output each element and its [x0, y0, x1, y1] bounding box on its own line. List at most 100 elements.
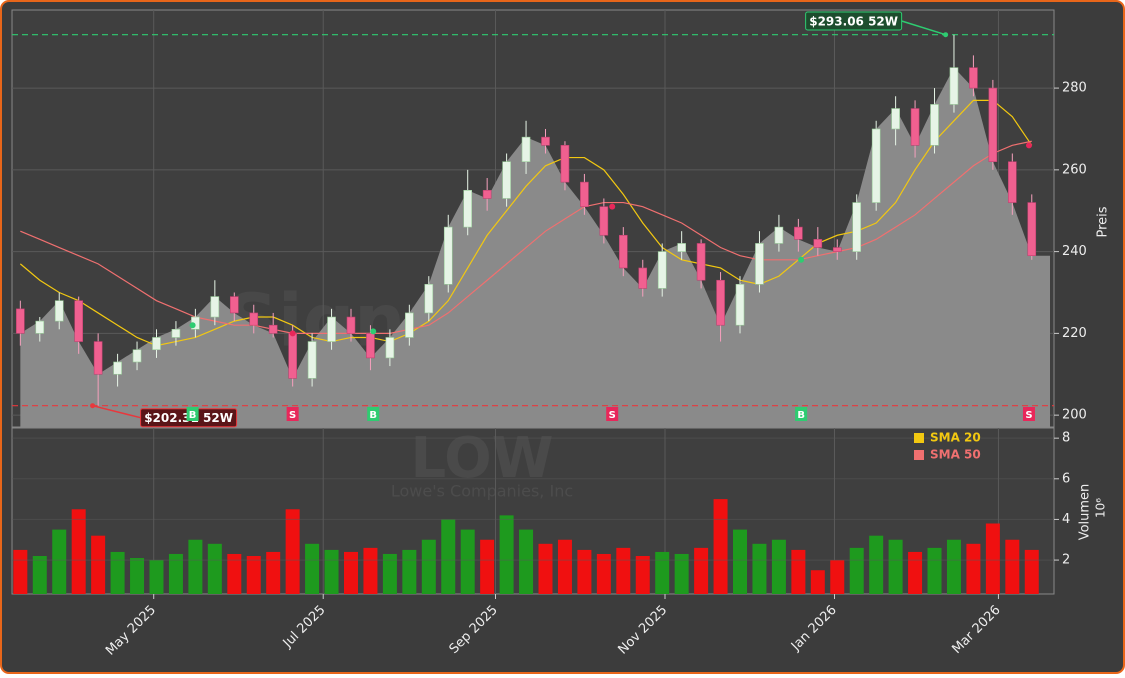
candle-body [910, 108, 920, 146]
candle-body [443, 226, 453, 285]
candle-body [619, 234, 628, 269]
volume-bar [830, 560, 845, 594]
candle-body [210, 296, 220, 318]
volume-bar [869, 535, 884, 594]
y-tick-label: 2 [1062, 553, 1070, 568]
volume-bar [363, 547, 378, 594]
signal-box [186, 407, 199, 421]
candle-body [735, 284, 745, 326]
candle-body [852, 202, 862, 252]
candle-body [599, 206, 609, 236]
reference-arrow [92, 404, 141, 419]
volume-bar [538, 543, 553, 594]
volume-bar [577, 549, 592, 594]
y-tick-label: 280 [1062, 81, 1087, 96]
volume-bar [460, 529, 475, 594]
y-tick-label: 260 [1062, 162, 1087, 177]
candle-body [774, 226, 784, 244]
volume-bar [810, 570, 825, 594]
signal-label: S [1025, 410, 1032, 421]
y-axis-label: Preis [1096, 206, 1111, 237]
volume-unit: 10⁶ [1094, 498, 1108, 518]
candle-body [268, 324, 278, 334]
volume-bar [324, 549, 339, 594]
volume-bar [985, 523, 1000, 594]
volume-bar [908, 551, 923, 594]
signal-label: S [289, 410, 296, 421]
candle-body [346, 316, 356, 334]
candle-body [113, 361, 122, 375]
candle-body [891, 108, 900, 130]
volume-bar [752, 543, 767, 594]
signal-point [609, 203, 616, 210]
legend-swatch [914, 450, 924, 460]
reference-arrow [901, 20, 946, 36]
signal-box [606, 407, 619, 421]
y-tick-label: 4 [1062, 512, 1070, 527]
volume-bar [441, 519, 456, 594]
candle-body [93, 341, 103, 375]
candle-body [463, 189, 473, 228]
sma-line [20, 140, 1032, 334]
volume-bar [694, 547, 709, 594]
volume-bar [266, 551, 281, 594]
volume-bar [674, 553, 689, 594]
candle-body [229, 296, 239, 314]
volume-bar [733, 529, 748, 594]
signal-box [795, 407, 808, 421]
candle-body [521, 136, 531, 162]
signal-point [189, 322, 196, 329]
candle-body [307, 341, 317, 379]
y-tick-label: 220 [1062, 326, 1087, 341]
signal-box [286, 407, 299, 421]
y-tick-label: 200 [1062, 408, 1087, 423]
candle-body [716, 279, 725, 326]
candle-body [560, 145, 570, 183]
candle-body [988, 87, 998, 162]
candle-body [385, 337, 395, 359]
signal-point [370, 328, 377, 335]
candle-body [327, 316, 336, 342]
volume-bar [421, 539, 436, 594]
volume-bar [635, 556, 650, 594]
candle-body [74, 300, 83, 342]
legend-label: SMA 50 [930, 448, 981, 462]
signal-label: S [609, 410, 616, 421]
candle-body [794, 226, 803, 240]
volume-bar [227, 553, 242, 594]
signal-label: B [797, 410, 805, 421]
candle-body [755, 243, 764, 285]
signal-box [367, 407, 380, 421]
candle-body [171, 328, 181, 338]
candle-body [657, 251, 667, 289]
candle-body [482, 189, 492, 199]
y-tick-label: 8 [1062, 431, 1070, 446]
volume-bar [402, 549, 417, 594]
candle-body [813, 239, 823, 248]
volume-bar [188, 539, 203, 594]
volume-bar [71, 509, 86, 594]
watermark-company: Lowe's Companies, Inc [391, 482, 573, 501]
candle-body [1008, 161, 1017, 203]
candle-body [132, 349, 142, 363]
volume-bar [519, 529, 534, 594]
reference-point [943, 32, 949, 38]
candle-body [249, 312, 259, 326]
volume-bar [888, 539, 903, 594]
signal-point [289, 330, 296, 337]
volume-bar [110, 551, 125, 594]
candle-body [405, 312, 414, 338]
volume-bar [927, 547, 942, 594]
legend-label: SMA 20 [930, 431, 981, 445]
volume-bar [596, 553, 611, 594]
candle-body [35, 320, 45, 334]
volume-bar [149, 560, 164, 594]
volume-bar [946, 539, 961, 594]
reference-point [90, 403, 96, 409]
volume-bar [91, 535, 106, 594]
candle-body [832, 247, 842, 252]
y-tick-label: 6 [1062, 471, 1070, 486]
candle-body [871, 128, 881, 203]
signal-box [1022, 407, 1035, 421]
